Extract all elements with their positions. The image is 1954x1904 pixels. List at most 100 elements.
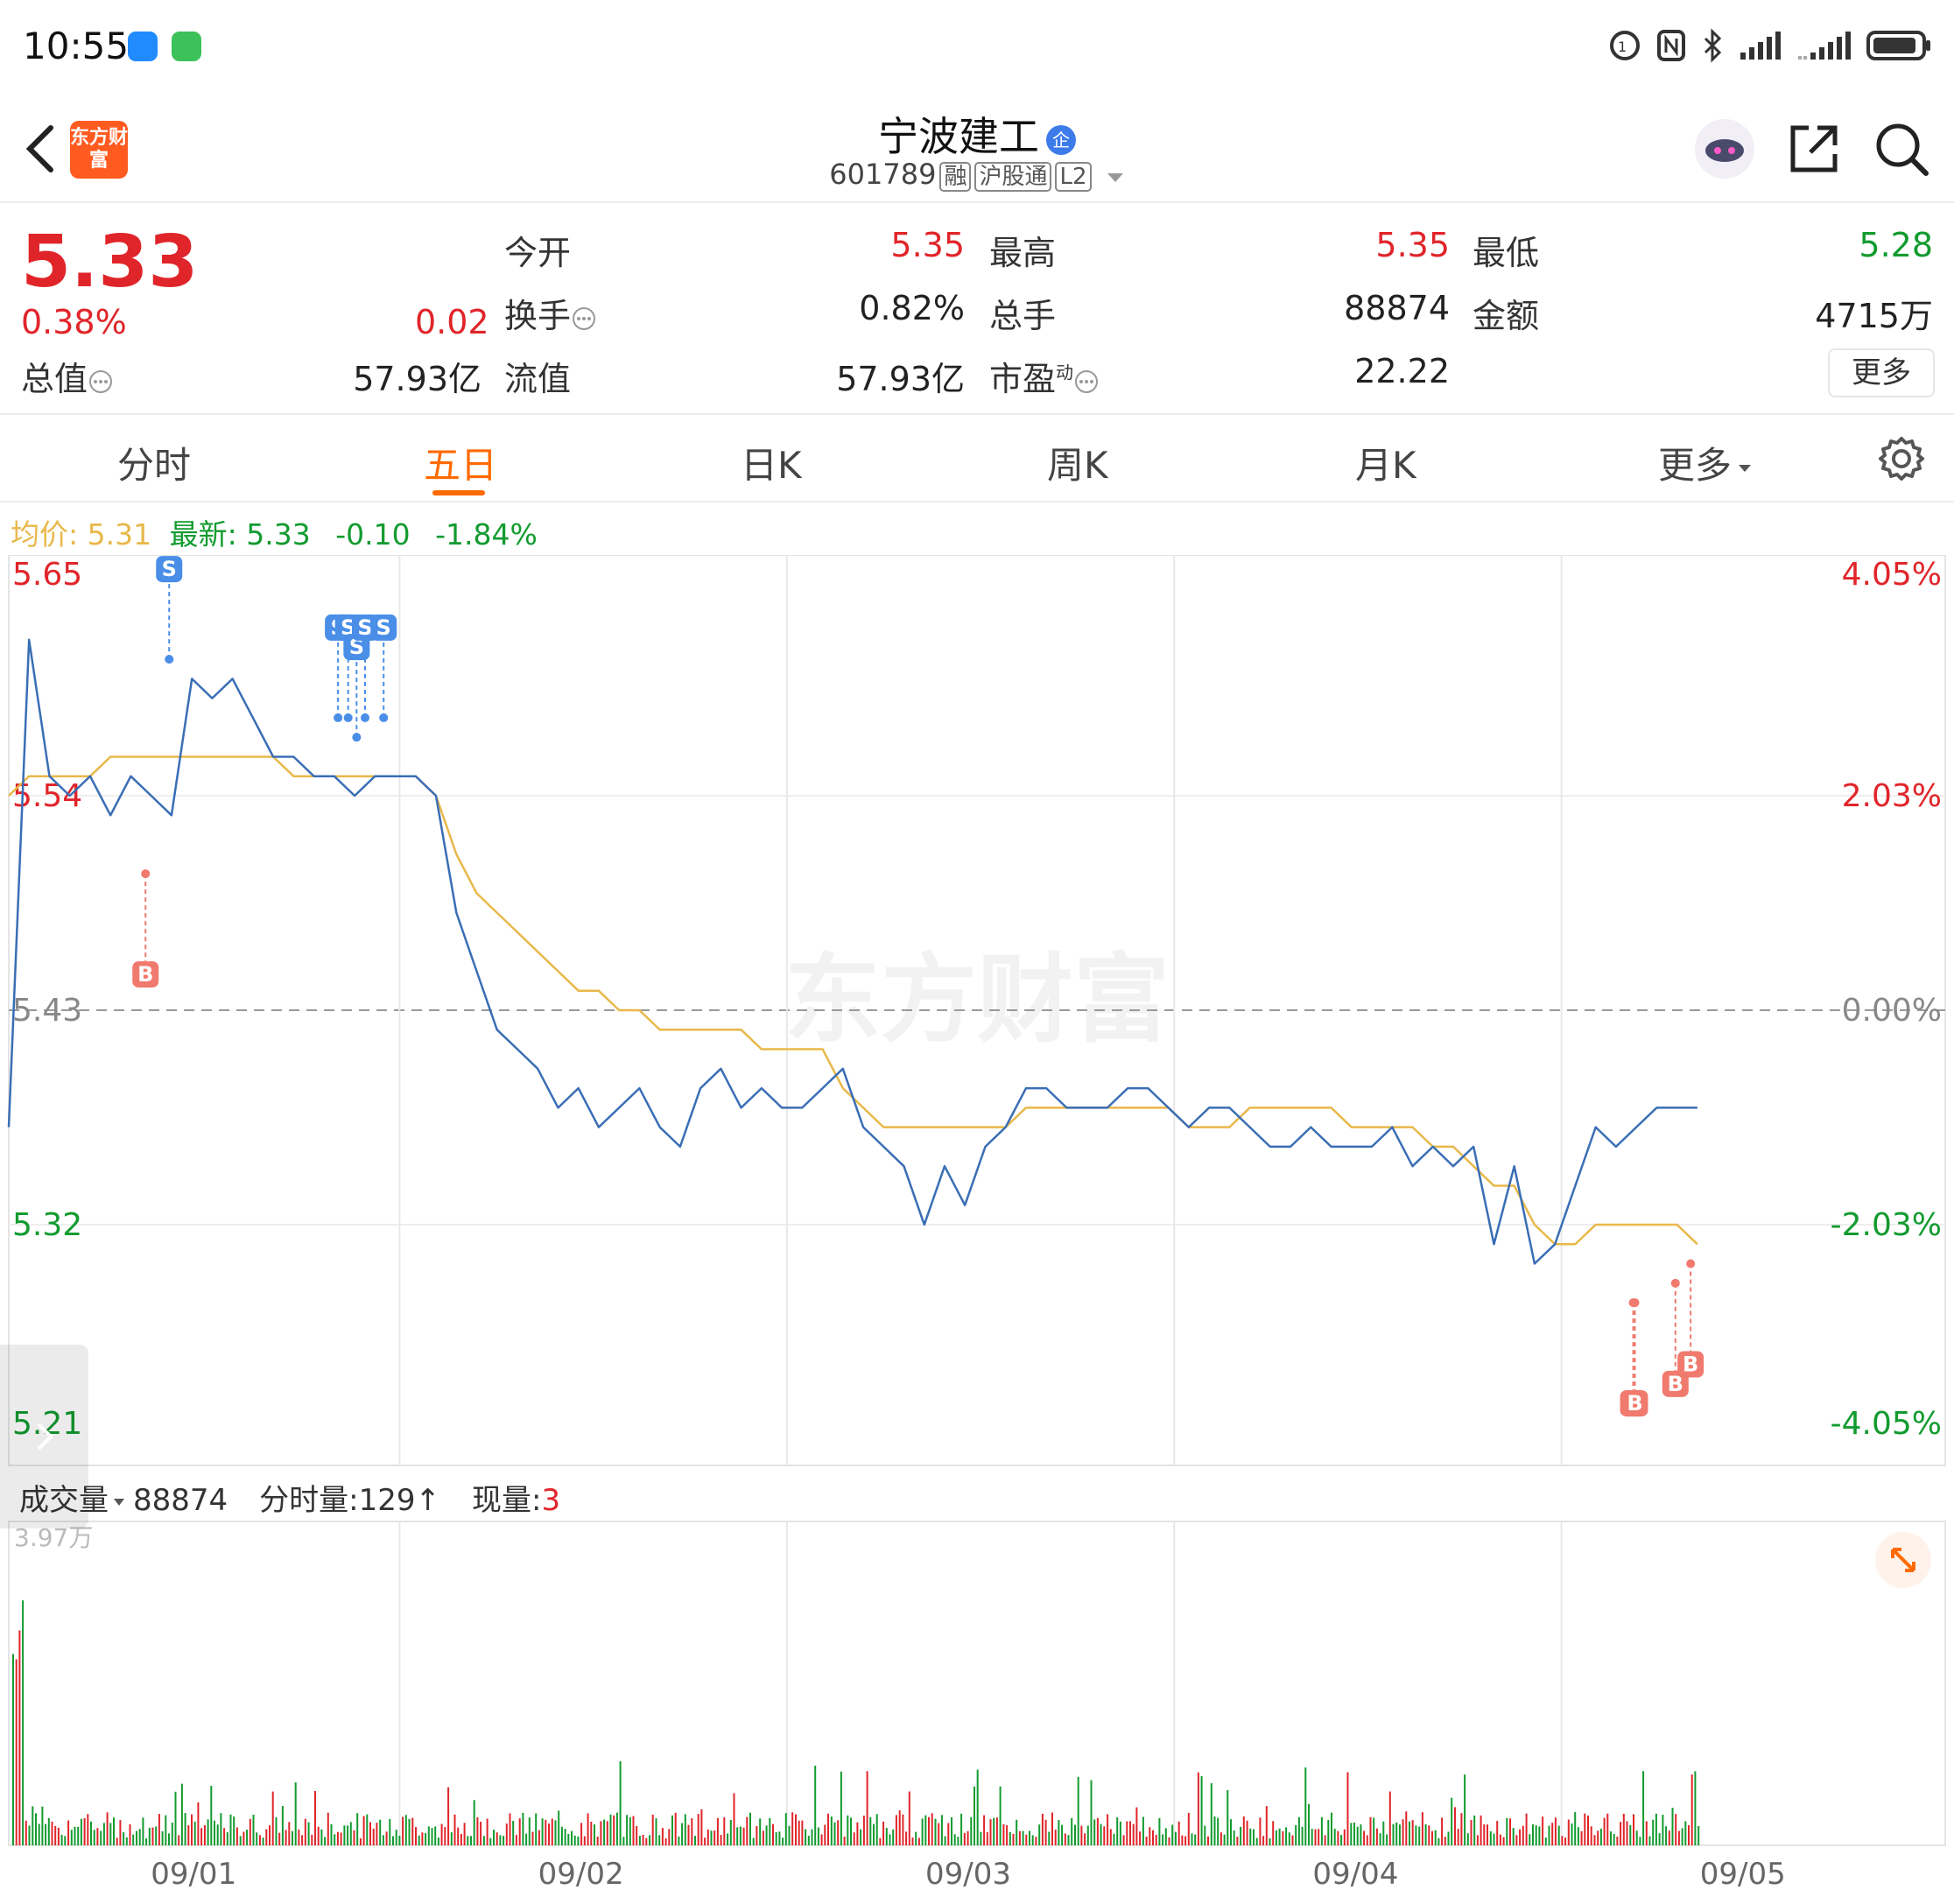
volume-bar	[668, 1829, 671, 1845]
volume-bar	[1544, 1837, 1547, 1845]
label-volume: 总手	[989, 297, 1057, 335]
volume-bar	[1434, 1830, 1437, 1845]
volume-bar	[970, 1816, 973, 1845]
volume-bar	[1080, 1825, 1083, 1845]
volume-bar	[603, 1819, 606, 1845]
volume-bar	[551, 1818, 553, 1845]
volume-bar	[664, 1837, 667, 1845]
volume-bar	[178, 1835, 180, 1845]
volume-bar	[1613, 1834, 1615, 1845]
volume-bar	[642, 1835, 644, 1845]
volume-bar	[473, 1800, 475, 1845]
volume-bar	[1593, 1835, 1596, 1845]
tab-five-day[interactable]: 五日	[424, 444, 498, 487]
volume-bar	[191, 1814, 193, 1845]
signal-2-icon	[1798, 32, 1851, 60]
assistant-robot-icon[interactable]	[1693, 117, 1756, 180]
volume-bar	[895, 1815, 897, 1845]
volume-bar	[100, 1830, 102, 1845]
volume-bar	[684, 1814, 686, 1845]
volume-bar	[57, 1827, 60, 1845]
back-arrow-icon[interactable]	[19, 121, 63, 177]
volume-bar	[505, 1823, 508, 1845]
chevron-right-icon	[37, 1423, 53, 1451]
volume-bar	[1119, 1821, 1121, 1845]
label-turnover[interactable]: 换手	[504, 289, 597, 337]
volume-bar	[1044, 1819, 1047, 1845]
price-line	[7, 638, 1697, 1265]
app-logo[interactable]: 东方财富	[70, 121, 128, 179]
volume-bar	[615, 1812, 618, 1845]
tab-weekly-k[interactable]: 周K	[1047, 444, 1108, 487]
volume-bar	[129, 1823, 131, 1845]
volume-bar	[951, 1817, 952, 1845]
label-market-cap[interactable]: 总值	[21, 352, 114, 400]
volume-bar	[376, 1823, 378, 1845]
volume-bar	[1509, 1818, 1511, 1845]
volume-bar	[489, 1837, 492, 1845]
label-pe[interactable]: 市盈动	[989, 352, 1100, 400]
volume-bar	[1629, 1824, 1632, 1845]
volume-bar	[60, 1834, 63, 1845]
tab-monthly-k[interactable]: 月K	[1355, 444, 1416, 487]
tab-daily-k[interactable]: 日K	[741, 444, 802, 487]
marker-dot	[141, 869, 151, 879]
volume-bar	[980, 1831, 982, 1845]
volume-bar	[1470, 1820, 1473, 1845]
tag-margin: 融	[939, 162, 972, 192]
volume-bar	[957, 1837, 959, 1845]
search-icon[interactable]	[1870, 117, 1933, 180]
settings-gear-icon[interactable]	[1877, 434, 1926, 483]
volume-bar	[1265, 1806, 1268, 1845]
tab-intraday[interactable]: 分时	[117, 444, 192, 487]
volume-bar	[1437, 1837, 1440, 1845]
stock-subtitle[interactable]: 601789 融沪股通 L2	[0, 158, 1954, 192]
volume-bar	[560, 1826, 563, 1845]
volume-bar	[1466, 1833, 1469, 1845]
volume-bar	[915, 1831, 917, 1845]
volume-bar	[349, 1822, 352, 1845]
volume-bar	[940, 1815, 943, 1845]
x-tick-label: 09/05	[1700, 1857, 1786, 1892]
bluetooth-icon	[1704, 28, 1722, 63]
volume-selector[interactable]: 成交量	[19, 1483, 133, 1518]
volume-bar	[538, 1830, 540, 1845]
volume-bar	[1639, 1837, 1641, 1845]
share-icon[interactable]	[1782, 117, 1845, 180]
volume-bar	[1480, 1815, 1482, 1845]
volume-bar	[512, 1821, 515, 1845]
side-drawer-handle[interactable]	[0, 1345, 88, 1528]
volume-bar	[12, 1654, 14, 1845]
volume-bar	[1109, 1829, 1112, 1845]
volume-bar	[1447, 1831, 1450, 1845]
volume-bar	[1181, 1835, 1184, 1845]
volume-bar	[288, 1822, 291, 1845]
volume-bar	[769, 1818, 771, 1845]
volume-bar	[18, 1630, 21, 1845]
volume-bar	[347, 1825, 349, 1845]
y-tick-label-right: 0.00%	[1842, 993, 1942, 1029]
volume-bar	[1145, 1837, 1148, 1845]
sim-app-icon	[172, 32, 201, 61]
volume-bar	[1295, 1824, 1297, 1845]
volume-bar	[989, 1819, 992, 1845]
volume-bar	[1411, 1820, 1414, 1845]
volume-bar	[1126, 1821, 1128, 1845]
volume-bar	[1162, 1834, 1164, 1845]
volume-bar	[242, 1831, 245, 1845]
volume-bar	[174, 1791, 177, 1845]
more-button[interactable]: 更多	[1828, 348, 1935, 397]
volume-bar	[1418, 1826, 1421, 1845]
volume-bar	[353, 1830, 355, 1845]
volume-bar	[843, 1837, 846, 1845]
volume-bar	[571, 1830, 573, 1845]
expand-button[interactable]	[1875, 1532, 1931, 1588]
stock-code: 601789	[829, 158, 937, 191]
volume-bar	[482, 1836, 485, 1845]
pe-dynamic-mark: 动	[1056, 362, 1074, 383]
tab-more[interactable]: 更多	[1658, 436, 1753, 489]
volume-bar	[619, 1761, 622, 1845]
volume-bar	[515, 1835, 517, 1845]
marker-dot	[379, 713, 389, 722]
